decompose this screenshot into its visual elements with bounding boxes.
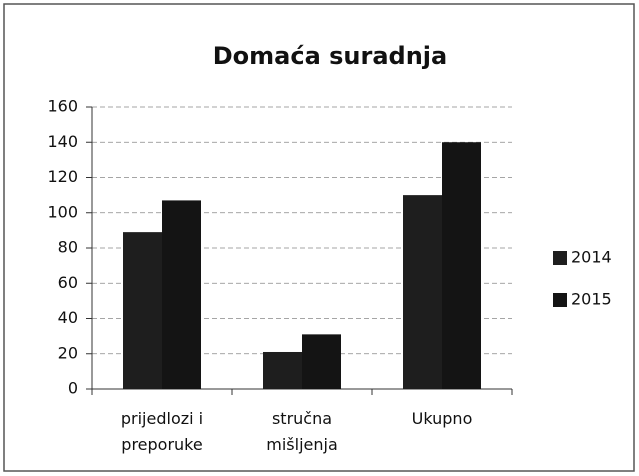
chart-border (3, 3, 635, 472)
bar (162, 200, 201, 389)
bar (123, 232, 162, 389)
y-tick-label: 40 (58, 308, 78, 327)
chart-title: Domaća suradnja (213, 42, 447, 70)
bar (442, 142, 481, 389)
y-tick-label: 80 (58, 238, 78, 257)
bar (403, 195, 442, 389)
legend-swatch (553, 293, 567, 307)
bar (263, 351, 302, 389)
bar (302, 334, 341, 389)
y-tick-label: 60 (58, 273, 78, 292)
y-tick-label: 100 (47, 202, 78, 221)
legend-swatch (553, 251, 567, 265)
y-tick-label: 20 (58, 343, 78, 362)
legend-label: 2014 (571, 248, 612, 267)
x-tick-label: stručna mišljenja (266, 409, 338, 454)
y-tick-label: 140 (47, 132, 78, 151)
x-tick-label: Ukupno (411, 409, 473, 428)
y-tick-label: 160 (47, 97, 78, 116)
x-tick-label: prijedlozi i preporuke (120, 409, 204, 454)
y-tick-label: 0 (68, 379, 78, 398)
y-tick-label: 120 (47, 167, 78, 186)
legend-label: 2015 (571, 290, 612, 309)
